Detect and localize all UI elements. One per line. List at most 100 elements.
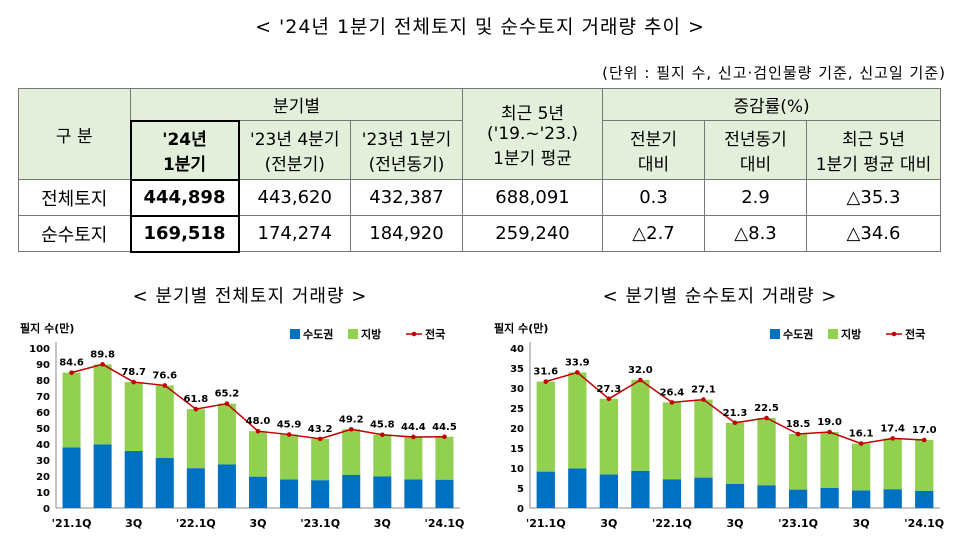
bar-capital-region [662,479,682,508]
cell-change-prev-y: △8.3 [704,215,808,252]
data-label: 45.8 [370,420,395,431]
header-line: '24년 [162,130,207,150]
row-label: 순수토지 [18,215,131,252]
header-line: 대비 [739,155,772,175]
bar-regional [694,399,713,478]
summary-table: 구 분 분기별 최근 5년 ('19.~'23.) 1분기 평균 증감률(%) … [18,88,942,253]
line-point [764,415,769,421]
bar-regional [757,418,776,486]
bar-capital-region [280,479,299,508]
y-tick-label: 60 [36,408,50,419]
chart-pure-land: 필지 수(만) 0 5 10 15 20 25 30 35 40 31.6 33.9 27.3 32.0 2… [494,321,944,530]
line-point [543,379,549,384]
chart-title-pure: < 분기별 순수토지 거래량 > [602,286,838,307]
cell-5yr: 259,240 [462,215,604,252]
bar-regional [788,434,808,490]
header-line: 전년동기 [724,130,787,150]
cell-change-5yr: △34.6 [806,215,942,252]
line-point [255,428,261,434]
legend-line-marker [891,331,897,337]
bar-capital-region [217,464,236,508]
y-tick-label: 10 [510,464,524,475]
bar-regional [62,372,81,448]
data-label: 65.2 [215,389,240,400]
x-tick-label: '24.1Q [904,517,944,530]
y-tick-label: 30 [36,456,50,467]
y-tick-label: 40 [36,440,50,451]
row-label: 전체토지 [18,179,131,216]
bar-capital-region [568,468,587,508]
x-tick-label: 3Q [374,517,391,530]
y-tick-label: 80 [36,376,50,387]
bar-capital-region [62,447,81,508]
cell-change-5yr: △35.3 [806,179,942,216]
data-label: 44.4 [401,422,426,433]
cell-2023q4: 443,620 [238,179,351,216]
bar-regional [155,385,174,458]
legend-label: 수도권 [783,328,813,341]
data-label: 26.4 [660,387,685,398]
bar-regional [725,422,745,484]
bar-regional [599,398,618,475]
header-line: 최근 5년 [841,130,906,150]
legend-label: 수도권 [303,328,333,341]
line-point [162,383,168,388]
header-line: ('19.~'23.) [487,124,578,144]
line-point [131,379,136,385]
line-point [317,436,323,442]
bar-capital-region [599,474,618,508]
line-point [827,429,832,435]
y-tick-label: 0 [43,504,50,515]
header-line: 최근 5년 [500,104,565,124]
bar-regional [631,380,650,471]
line-point [348,426,354,432]
header-line: 대비 [637,155,670,175]
legend-label: 전국 [425,327,445,341]
bar-regional [186,409,205,469]
bar-regional [435,436,454,480]
line-point [701,397,706,402]
data-label: 33.9 [565,357,590,368]
y-tick-label: 40 [510,344,524,355]
bar-regional [568,372,587,469]
header-quarterly: 분기별 [129,88,464,121]
x-tick-label: '21.1Q [526,517,566,530]
table-corner-label: 구 분 [55,126,93,147]
bar-capital-region [373,476,392,508]
bar-capital-region [883,489,902,508]
data-label: 27.1 [691,385,716,396]
data-label: 45.9 [277,420,302,431]
line-point [224,401,230,406]
y-tick-label: 25 [510,404,524,415]
line-point [442,434,447,440]
legend-swatch [828,329,838,339]
y-tick-label: 70 [36,392,50,403]
legend-swatch [770,329,780,339]
header-quarterly-label: 분기별 [273,96,320,117]
cell-change-prev-q: 0.3 [602,179,706,216]
x-tick-label: 3Q [600,517,617,530]
chart-total-land: 필지 수(만) 0 10 20 30 40 50 60 70 80 90 100 84.6 89.8 78.… [20,321,464,530]
header-line: 1분기 [162,155,207,175]
data-label: 17.4 [880,423,905,434]
x-tick-label: '23.1Q [778,517,818,530]
bar-capital-region [852,490,871,508]
y-tick-label: 100 [29,344,50,355]
legend-swatch [290,329,300,339]
cell-5yr: 688,091 [462,179,604,216]
data-label: 78.7 [121,367,146,378]
header-change-label: 증감률(%) [733,97,810,117]
data-label: 16.1 [849,429,874,440]
bar-capital-region [820,488,839,508]
y-tick-label: 15 [510,444,524,455]
y-tick-label: 35 [510,364,524,375]
y-tick-label: 20 [510,424,524,435]
x-tick-label: 3Q [249,517,266,530]
line-point [286,432,292,437]
header-line: (전분기) [264,155,325,175]
bar-capital-region [342,474,361,508]
bar-capital-region [155,457,174,508]
x-tick-label: 3Q [853,517,870,530]
bar-regional [915,440,934,491]
table-corner: 구 분 [18,88,131,180]
